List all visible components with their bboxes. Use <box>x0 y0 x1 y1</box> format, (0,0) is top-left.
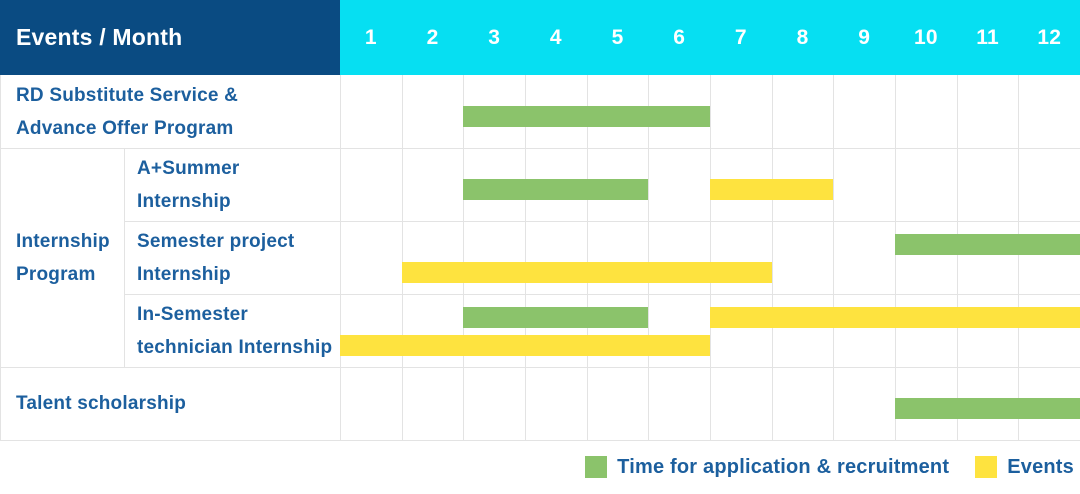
gantt-bar-event <box>340 335 710 356</box>
gridline <box>124 221 1080 222</box>
month-label-7: 7 <box>734 25 747 49</box>
gridline <box>771 75 773 440</box>
schedule-table: Events / Month 1 2 3 4 5 6 7 8 9 10 11 12 Internshi… <box>0 0 1080 441</box>
row-label: In-Semester technician Internship <box>137 303 333 358</box>
month-label-4: 4 <box>549 25 562 49</box>
legend-item-events: Events <box>975 456 1074 479</box>
month-label-9: 9 <box>858 25 871 49</box>
row-label: Talent scholarship <box>16 393 187 414</box>
row-label: Semester project Internship <box>137 230 295 285</box>
legend-swatch-green <box>585 456 608 478</box>
gridline <box>0 440 1080 441</box>
gantt-bar-application <box>463 179 649 200</box>
gridline <box>401 75 403 440</box>
gridline <box>586 75 588 440</box>
gantt-bar-application <box>895 234 1080 255</box>
gridline <box>895 75 896 440</box>
gridline <box>463 75 465 440</box>
corner-title: Events / Month <box>16 24 183 50</box>
gridline <box>710 75 711 440</box>
gantt-bar-event <box>401 262 772 283</box>
month-label-1: 1 <box>364 25 377 49</box>
gridline <box>648 75 650 440</box>
gridline <box>340 75 341 440</box>
month-label-2: 2 <box>426 25 439 49</box>
month-label-8: 8 <box>796 25 809 49</box>
gridline <box>124 294 1080 295</box>
legend-item-application: Time for application & recruitment <box>585 456 949 479</box>
month-header-row: 1 2 3 4 5 6 7 8 9 10 11 12 <box>340 0 1080 75</box>
gridline <box>525 75 526 440</box>
month-label-5: 5 <box>611 25 624 49</box>
gantt-bar-application <box>895 398 1080 419</box>
legend-swatch-yellow <box>975 456 998 478</box>
gridline <box>124 148 125 367</box>
month-label-10: 10 <box>914 25 938 49</box>
month-label-6: 6 <box>673 25 686 49</box>
gridline <box>0 75 1 440</box>
row-label: A+Summer Internship <box>137 157 240 212</box>
row-label: RD Substitute Service & Advance Offer Pro… <box>16 84 239 139</box>
month-label-11: 11 <box>976 25 999 49</box>
legend-label-events: Events <box>1007 455 1074 478</box>
gridline <box>1018 75 1020 440</box>
gantt-bar-event <box>710 179 834 200</box>
table-header-corner: Events / Month <box>0 0 340 75</box>
month-label-12: 12 <box>1037 25 1062 49</box>
gridline <box>833 75 835 440</box>
legend-label-application: Time for application & recruitment <box>617 455 950 478</box>
gantt-bar-event <box>710 307 1080 328</box>
group-label-internship-program: Internship Program <box>16 230 110 285</box>
gridline <box>0 367 1080 368</box>
gridline <box>956 75 958 440</box>
legend: Time for application & recruitment Event… <box>0 440 1080 494</box>
gantt-bar-application <box>463 307 649 328</box>
gantt-bar-application <box>463 106 710 127</box>
gridline <box>0 148 1080 149</box>
month-label-3: 3 <box>488 25 501 49</box>
